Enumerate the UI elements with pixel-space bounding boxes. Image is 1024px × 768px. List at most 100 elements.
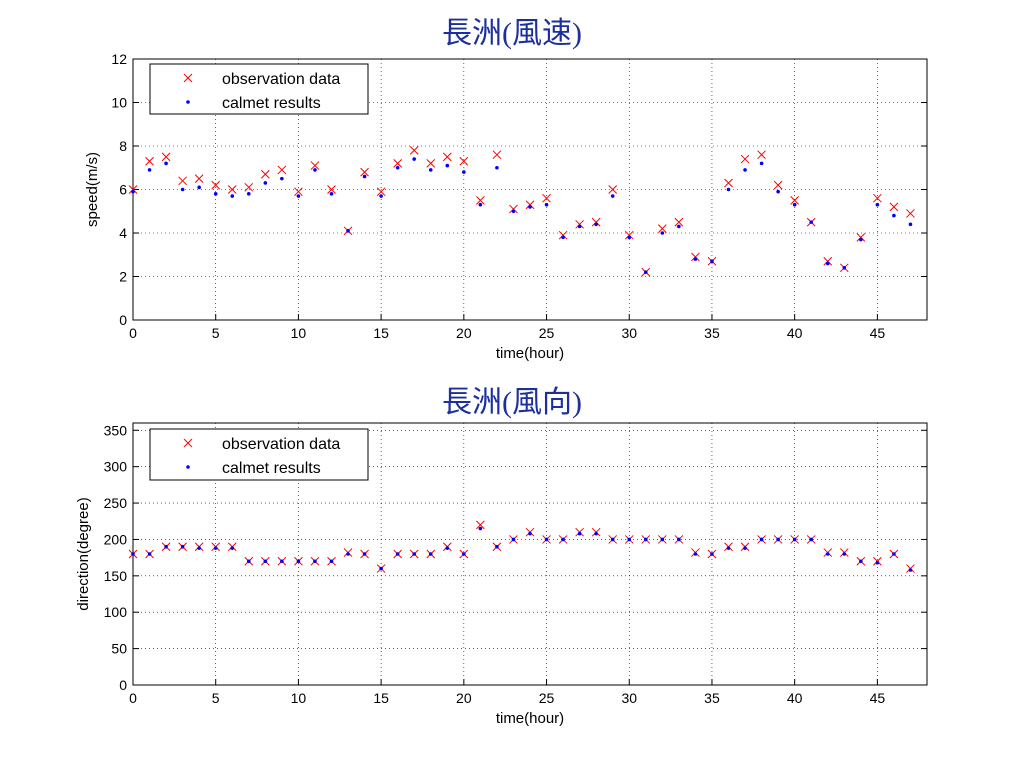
observation-point [889,202,899,212]
observation-point [724,178,733,188]
x-axis-label: time(hour) [496,345,564,362]
calmet-point [825,261,830,266]
calmet-point [445,546,450,550]
calmet-point [643,537,648,542]
calmet-point [230,546,235,550]
x-tick-label: 10 [291,690,307,706]
observation-point [873,193,882,203]
calmet-point [809,220,814,224]
observation-point [178,176,187,186]
x-tick-label: 25 [539,325,555,341]
calmet-point [908,222,913,227]
calmet-point [610,537,615,542]
calmet-point [892,213,896,218]
calmet-point [710,552,714,556]
legend-label: calmet results [222,460,321,477]
calmet-point [577,224,582,229]
calmet-point [859,559,863,564]
x-tick-label: 40 [787,325,803,341]
observation-point [194,174,204,183]
y-axis-label: speed(m/s) [84,152,101,227]
x-tick-label: 30 [621,690,637,706]
x-tick-label: 20 [456,690,472,706]
calmet-point [478,526,483,531]
legend-calmet-marker [186,465,190,469]
calmet-point [147,168,152,172]
calmet-point [561,235,565,240]
calmet-point [627,235,632,240]
observation-point [409,145,419,155]
observation-point [277,165,287,175]
observation-point [145,156,154,166]
y-tick-label: 0 [119,312,127,328]
calmet-point [511,209,516,214]
y-tick-label: 250 [104,495,128,511]
calmet-point [842,552,847,556]
calmet-point [495,544,499,549]
calmet-point [561,537,565,542]
observation-point [459,156,469,166]
calmet-point [296,559,301,564]
observation-point [790,196,800,205]
calmet-point [346,552,350,556]
calmet-point [147,552,152,556]
legend-box [149,63,369,115]
calmet-point [197,546,201,550]
observation-point [426,159,436,168]
y-tick-label: 6 [119,182,127,198]
calmet-point [180,544,185,549]
calmet-point [495,165,499,170]
calmet-point [131,552,135,556]
observation-point [442,152,452,162]
calmet-point [246,192,251,196]
calmet-point [362,552,367,556]
calmet-point [246,559,251,564]
calmet-point [743,168,747,172]
calmet-point [213,192,218,196]
calmet-point [395,552,400,556]
x-tick-label: 45 [870,690,886,706]
observation-point [773,180,783,190]
calmet-point [379,194,383,198]
x-tick-label: 0 [129,690,137,706]
observation-point [260,169,270,179]
calmet-point [263,559,268,564]
observation-point [476,520,485,530]
calmet-point [329,559,334,564]
observation-point [757,150,766,160]
legend-observation-marker [183,73,193,83]
y-tick-label: 200 [104,531,128,547]
calmet-point [776,189,780,194]
calmet-point [594,531,598,536]
x-tick-label: 40 [787,690,803,706]
calmet-point [842,266,847,270]
x-tick-label: 25 [539,690,555,706]
observation-point [906,209,915,218]
calmet-point [693,257,698,261]
observation-point [558,230,568,240]
x-tick-label: 35 [704,325,720,341]
y-tick-label: 50 [111,641,127,657]
y-tick-label: 300 [104,459,128,475]
calmet-point [478,202,483,207]
y-tick-label: 12 [111,51,127,67]
observation-point [393,159,403,168]
x-tick-label: 30 [621,325,637,341]
observation-point [624,230,634,240]
calmet-point [759,537,764,542]
calmet-point [544,537,549,542]
calmet-point [164,544,168,549]
calmet-point [462,170,466,174]
x-tick-label: 5 [212,690,220,706]
calmet-point [792,202,797,207]
calmet-point [660,537,665,542]
observation-point [376,187,386,197]
calmet-point [445,163,450,168]
calmet-point [544,202,549,207]
chart-2-title: 長洲(風向) [442,386,582,419]
x-tick-label: 35 [704,690,720,706]
legend-label: observation data [222,71,340,88]
observation-point [674,217,684,227]
calmet-point [313,168,317,172]
observation-point [691,252,700,262]
